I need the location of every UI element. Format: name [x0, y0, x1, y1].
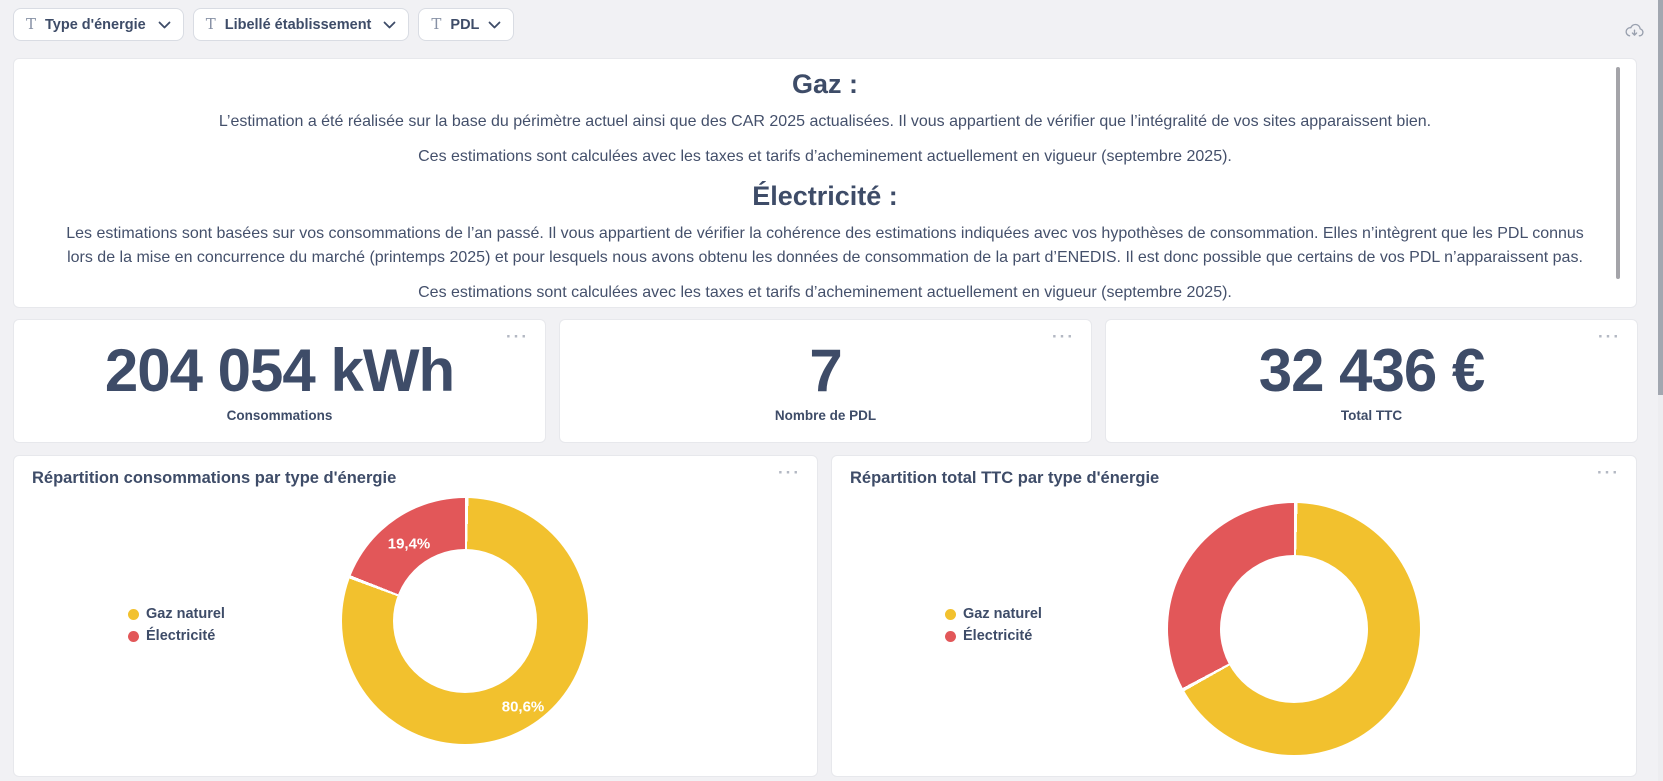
more-menu-icon[interactable]: ··· [1598, 327, 1621, 346]
legend-item-electricite[interactable]: Électricité [128, 625, 225, 647]
more-menu-icon[interactable]: ··· [506, 327, 529, 346]
gaz-paragraph-1: L’estimation a été réalisée sur la base … [218, 113, 1432, 130]
electricite-paragraph-2: Ces estimations sont calculées avec les … [418, 284, 1232, 301]
filter-bar: T Type d'énergie T Libellé établissement… [13, 8, 515, 41]
legend-dot-icon [128, 608, 139, 620]
legend-dot-icon [945, 608, 956, 620]
kpi-card-nombre-pdl: ··· 7 Nombre de PDL [559, 319, 1092, 443]
cloud-download-icon[interactable] [1624, 22, 1645, 45]
kpi-card-total-ttc: ··· 32 436 € Total TTC [1105, 319, 1638, 443]
legend-dot-icon [945, 630, 956, 642]
more-menu-icon[interactable]: ··· [1597, 463, 1620, 482]
chart-card-consommations: Répartition consommations par type d'éne… [13, 455, 818, 777]
electricite-paragraph-1: Les estimations sont basées sur vos cons… [66, 225, 1584, 266]
chart-title: Répartition consommations par type d'éne… [32, 469, 397, 487]
chevron-down-icon [383, 21, 396, 28]
slice-label-gaz-naturel: 80,6% [501, 698, 545, 716]
more-menu-icon[interactable]: ··· [778, 463, 801, 482]
kpi-card-consommations: ··· 204 054 kWh Consommations [13, 319, 546, 443]
filter-label: Type d'énergie [45, 16, 146, 33]
gaz-paragraph-2: Ces estimations sont calculées avec les … [418, 148, 1232, 165]
kpi-value: 32 436 € [1258, 337, 1486, 404]
text-filter-icon: T [205, 15, 216, 33]
legend-item-gaz-naturel[interactable]: Gaz naturel [128, 603, 225, 625]
kpi-value: 204 054 kWh [104, 337, 455, 404]
filter-pdl[interactable]: T PDL [418, 8, 515, 41]
filter-label: PDL [450, 16, 480, 33]
chevron-down-icon [158, 21, 171, 28]
kpi-value: 7 [809, 337, 842, 404]
chevron-down-icon [489, 21, 501, 28]
chart-legend: Gaz naturel Électricité [945, 603, 1042, 647]
slice-label-electricite: 19,4% [387, 535, 431, 553]
text-filter-icon: T [431, 15, 442, 33]
chart-legend: Gaz naturel Électricité [128, 603, 225, 647]
donut-chart-consommations[interactable] [342, 498, 588, 744]
legend-label: Gaz naturel [963, 606, 1042, 622]
legend-item-electricite[interactable]: Électricité [945, 625, 1042, 647]
kpi-label: Total TTC [1340, 408, 1403, 423]
legend-item-gaz-naturel[interactable]: Gaz naturel [945, 603, 1042, 625]
kpi-label: Nombre de PDL [774, 408, 877, 423]
gaz-heading: Gaz : [791, 69, 858, 99]
page-scrollbar[interactable] [1658, 0, 1663, 781]
legend-label: Électricité [146, 628, 216, 644]
donut-hole [1220, 555, 1368, 703]
filter-label: Libellé établissement [224, 16, 372, 33]
more-menu-icon[interactable]: ··· [1052, 327, 1075, 346]
page-scrollbar-thumb[interactable] [1658, 0, 1663, 395]
donut-hole [393, 549, 537, 693]
panel-scrollbar-thumb[interactable] [1616, 67, 1620, 279]
info-panel: Gaz : L’estimation a été réalisée sur la… [13, 58, 1637, 308]
legend-label: Gaz naturel [146, 606, 225, 622]
filter-type-energie[interactable]: T Type d'énergie [13, 8, 184, 41]
chart-title: Répartition total TTC par type d'énergie [850, 469, 1160, 487]
electricite-heading: Électricité : [752, 181, 898, 211]
kpi-label: Consommations [226, 408, 333, 423]
chart-card-total-ttc: Répartition total TTC par type d'énergie… [831, 455, 1637, 777]
filter-libelle-etablissement[interactable]: T Libellé établissement [192, 8, 410, 41]
donut-chart-total-ttc[interactable] [1168, 503, 1420, 755]
legend-dot-icon [128, 630, 139, 642]
legend-label: Électricité [963, 628, 1033, 644]
text-filter-icon: T [26, 15, 37, 33]
